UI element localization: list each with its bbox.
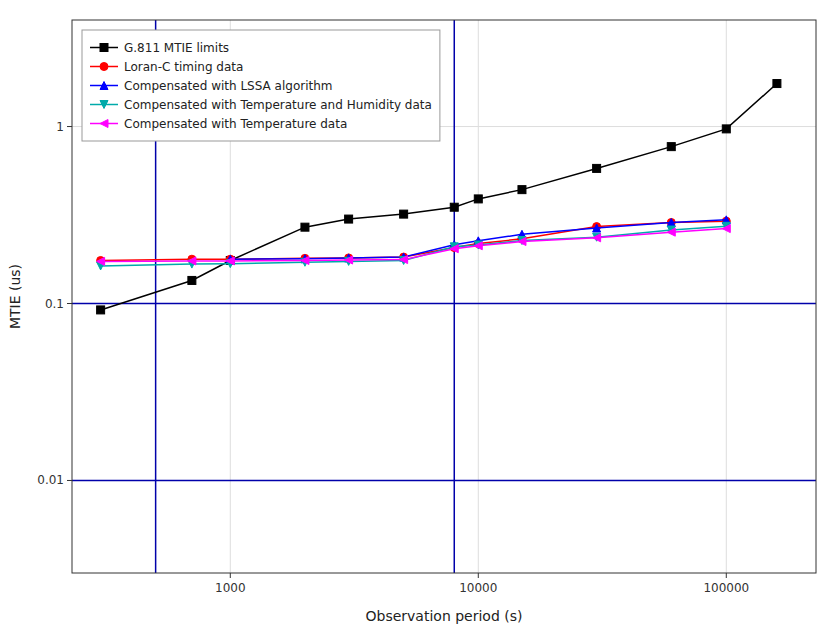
series <box>97 217 731 264</box>
reference-line <box>72 303 816 305</box>
legend-marker <box>100 120 108 128</box>
tick-label: 10000 <box>459 581 497 595</box>
point <box>474 242 482 250</box>
point <box>474 241 482 249</box>
grid-line <box>726 20 727 573</box>
legend-marker <box>100 44 108 52</box>
point <box>593 234 601 242</box>
point <box>188 257 196 265</box>
point <box>518 238 526 246</box>
point <box>226 257 234 265</box>
legend-marker <box>100 101 108 109</box>
point <box>667 228 675 236</box>
point <box>188 276 196 284</box>
axis-label: Observation period (s) <box>366 608 523 624</box>
point <box>400 256 408 264</box>
point <box>593 224 601 232</box>
tick-label: 100000 <box>703 581 749 595</box>
tick-label: 0.1 <box>45 297 64 311</box>
point <box>97 306 105 314</box>
point <box>593 233 601 241</box>
point <box>345 215 353 223</box>
tick <box>230 573 231 578</box>
grid-line <box>478 20 479 573</box>
point <box>301 256 309 264</box>
grid-line <box>72 303 816 304</box>
point <box>667 143 675 151</box>
point <box>400 210 408 218</box>
point <box>518 186 526 194</box>
series <box>97 222 731 270</box>
legend-marker <box>100 82 108 90</box>
point <box>450 203 458 211</box>
grid-line <box>72 480 816 481</box>
plot-frame <box>72 20 816 573</box>
tick <box>67 303 72 304</box>
point <box>593 164 601 172</box>
series-line <box>101 229 727 262</box>
tick-label: 1 <box>56 120 64 134</box>
tick <box>478 573 479 578</box>
point <box>667 218 675 226</box>
background <box>0 0 836 635</box>
reference-line <box>72 480 816 482</box>
legend-entry: Compensated with Temperature and Humidit… <box>124 98 432 112</box>
tick <box>726 573 727 578</box>
point <box>400 256 408 264</box>
series-line <box>101 226 727 266</box>
axes: 1000 10000 100000 0.01 0.1 1 Observation perio… <box>7 120 749 624</box>
point <box>345 256 353 264</box>
grid <box>72 20 816 573</box>
legend-box <box>82 30 440 141</box>
point <box>722 125 730 133</box>
series <box>226 216 730 263</box>
axis-label: MTIE (us) <box>7 264 23 329</box>
legend-entry: Compensated with LSSA algorithm <box>124 79 333 93</box>
tick <box>67 126 72 127</box>
legend-entry: Compensated with Temperature data <box>124 117 347 131</box>
legend-entry: Loran-C timing data <box>124 60 243 74</box>
point <box>773 80 781 88</box>
legend: G.811 MTIE limits Loran-C timing data Comp… <box>82 30 440 141</box>
point <box>722 225 730 233</box>
tick-label: 0.01 <box>37 473 64 487</box>
reference-lines <box>72 20 816 573</box>
point <box>450 245 458 253</box>
legend-entry: G.811 MTIE limits <box>124 41 229 55</box>
legend-marker <box>100 63 108 71</box>
series-line <box>230 220 726 259</box>
point <box>301 223 309 231</box>
tick-label: 1000 <box>215 581 246 595</box>
tick <box>67 480 72 481</box>
chart: 1000 10000 100000 0.01 0.1 1 Observation perio… <box>0 0 836 635</box>
point <box>97 257 105 265</box>
reference-line <box>454 20 456 573</box>
point <box>474 195 482 203</box>
series <box>97 225 731 266</box>
